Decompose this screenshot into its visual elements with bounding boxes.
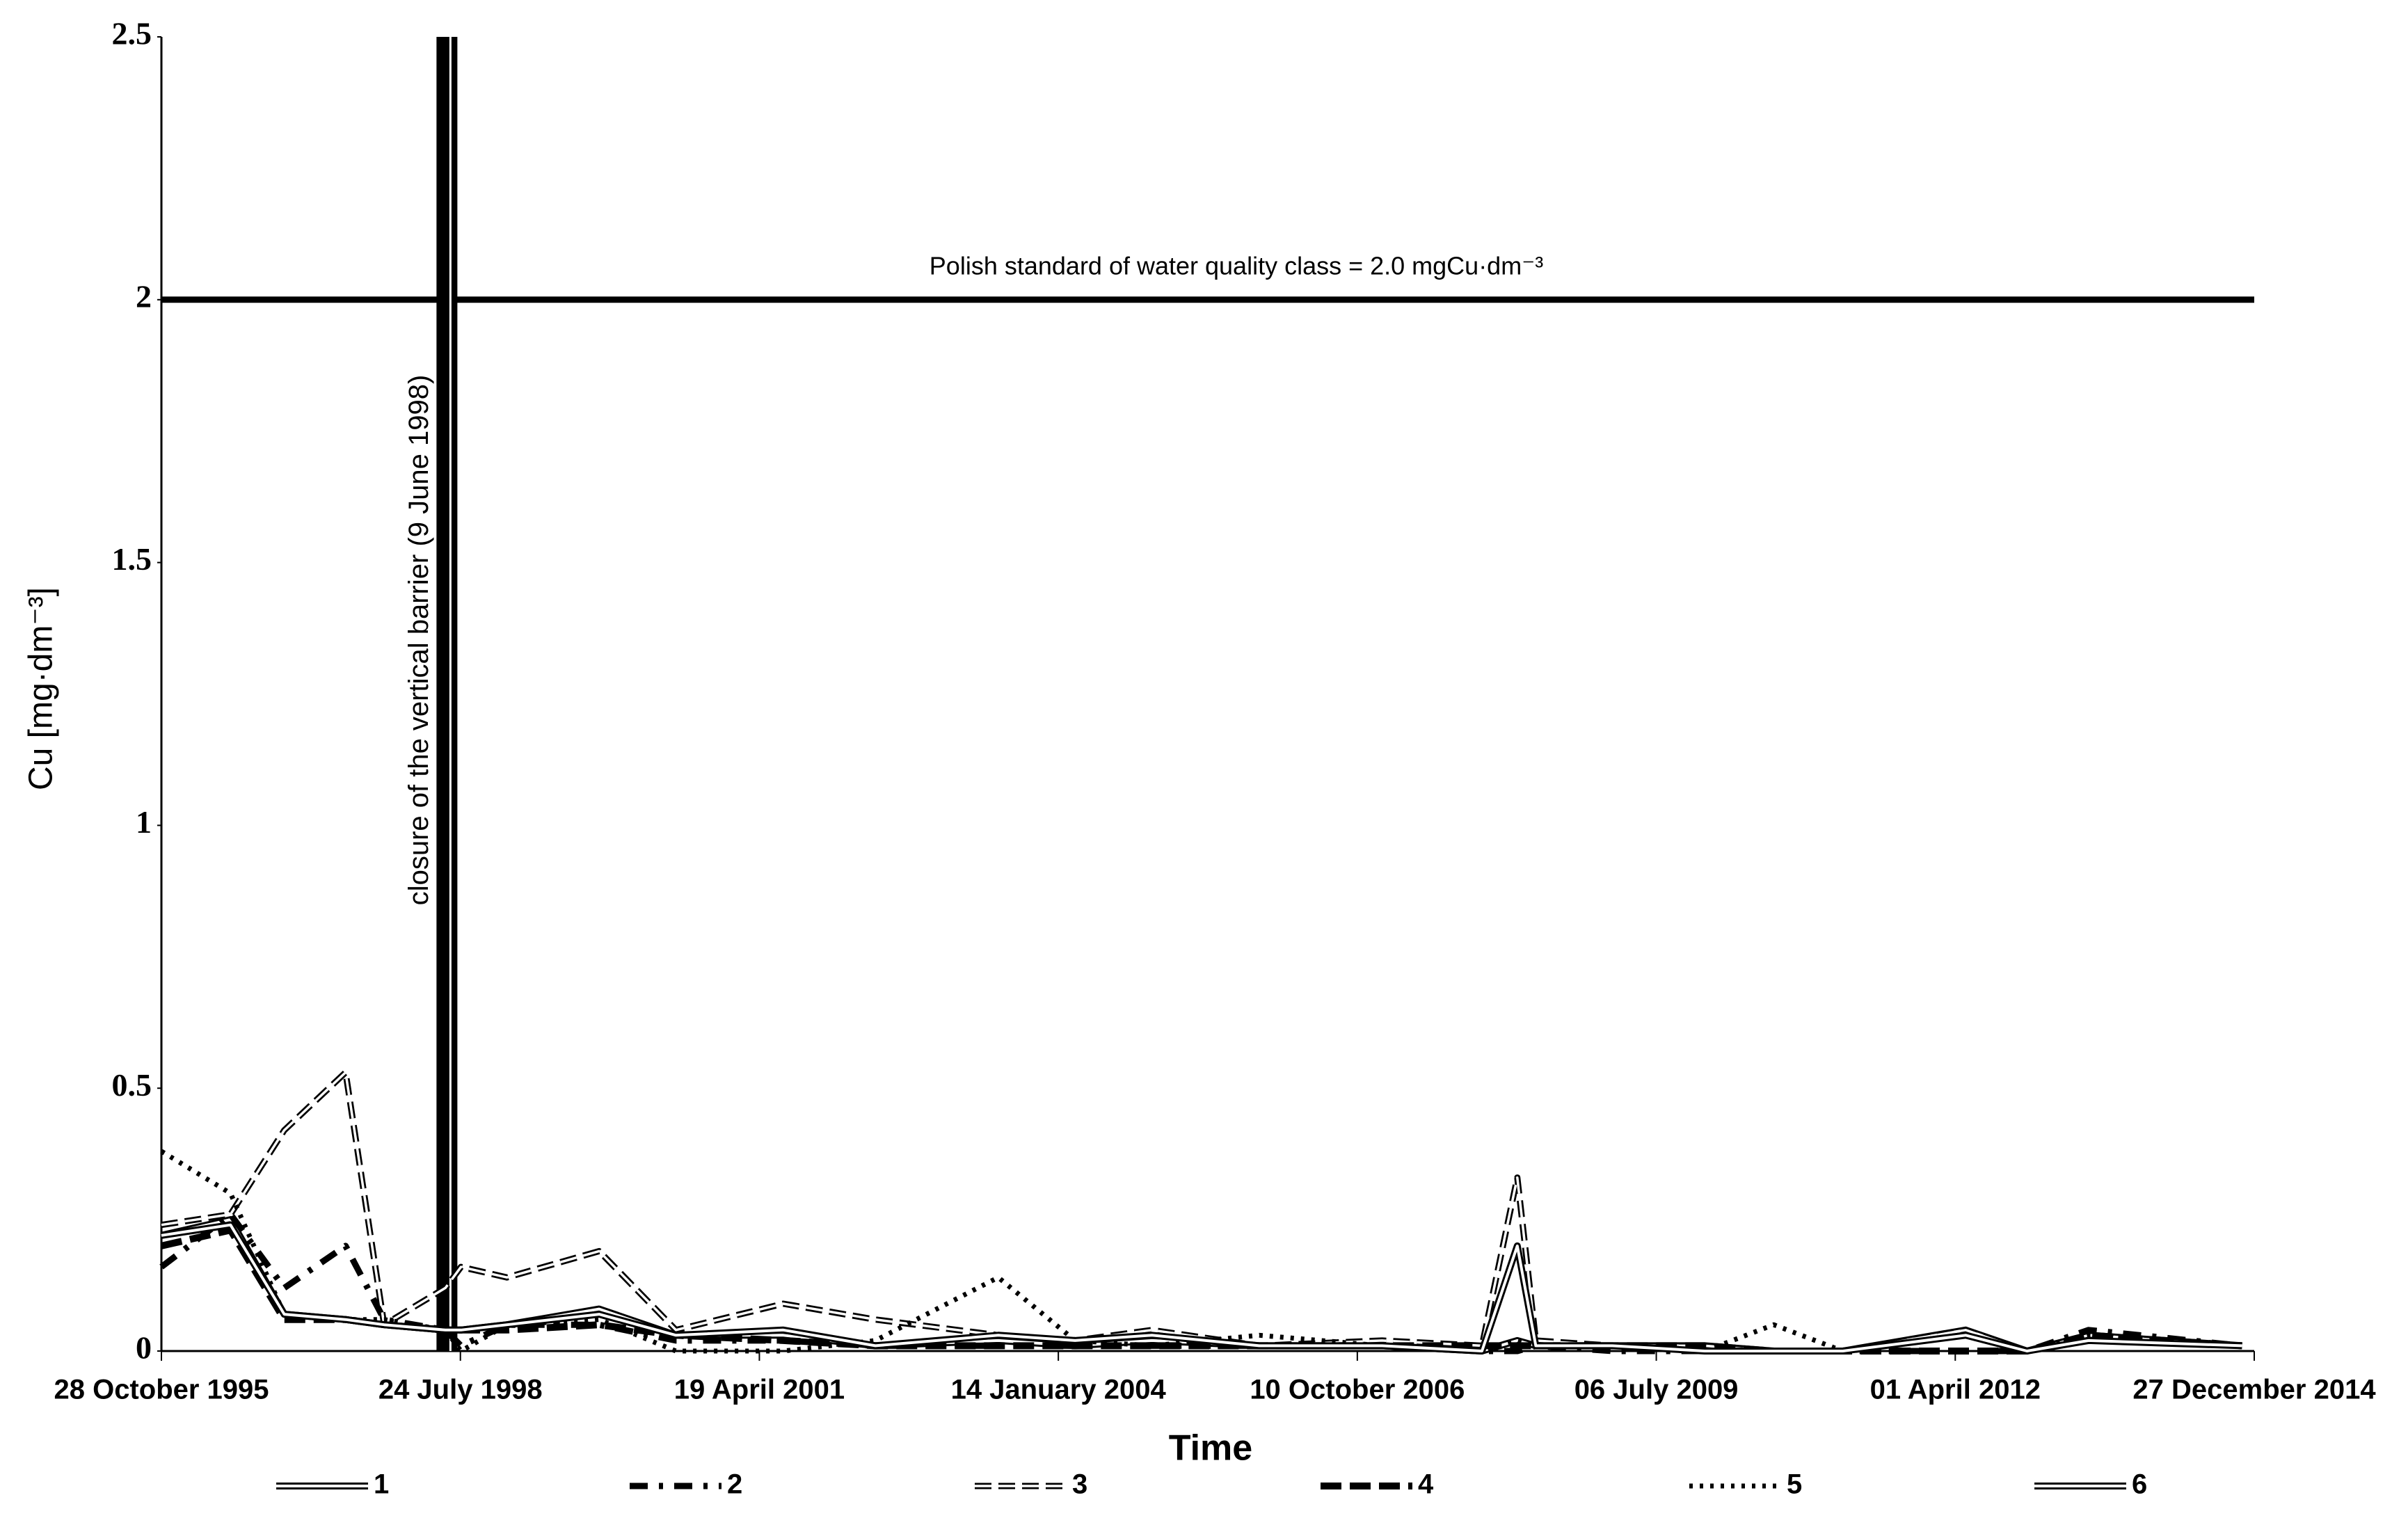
y-tick-label: 2.5: [112, 16, 152, 51]
legend-label: 3: [1072, 1469, 1087, 1500]
y-tick-label: 0.5: [112, 1067, 152, 1103]
x-axis-label: Time: [1169, 1428, 1252, 1469]
x-tick-label: 14 January 2004: [951, 1375, 1167, 1405]
reference-label: Polish standard of water quality class =…: [930, 251, 1543, 280]
legend-label: 2: [727, 1469, 742, 1500]
y-tick-label: 2: [136, 278, 152, 314]
legend-label: 4: [1418, 1469, 1434, 1500]
x-tick-label: 10 October 2006: [1250, 1375, 1465, 1405]
legend-label: 6: [2132, 1469, 2147, 1500]
x-tick-label: 28 October 1995: [54, 1375, 269, 1405]
series-line: [160, 1149, 2242, 1354]
x-tick-label: 01 April 2012: [1870, 1375, 2041, 1405]
y-axis-label: Cu [mg·dm⁻³]: [23, 587, 60, 790]
x-tick-label: 27 December 2014: [2132, 1375, 2376, 1405]
x-tick-label: 24 July 1998: [378, 1375, 543, 1405]
x-tick-label: 19 April 2001: [674, 1375, 845, 1405]
legend-label: 5: [1787, 1469, 1802, 1500]
y-tick-label: 1.5: [112, 541, 152, 577]
event-label: closure of the vertical barrier (9 June …: [404, 375, 434, 906]
series-line: [161, 1069, 2242, 1355]
x-tick-label: 06 July 2009: [1574, 1375, 1739, 1405]
y-tick-label: 0: [136, 1330, 152, 1366]
series-line-inner: [161, 1223, 2242, 1352]
legend-label: 1: [374, 1469, 389, 1500]
y-tick-label: 1: [136, 804, 152, 840]
series-line-inner: [161, 1071, 2242, 1352]
